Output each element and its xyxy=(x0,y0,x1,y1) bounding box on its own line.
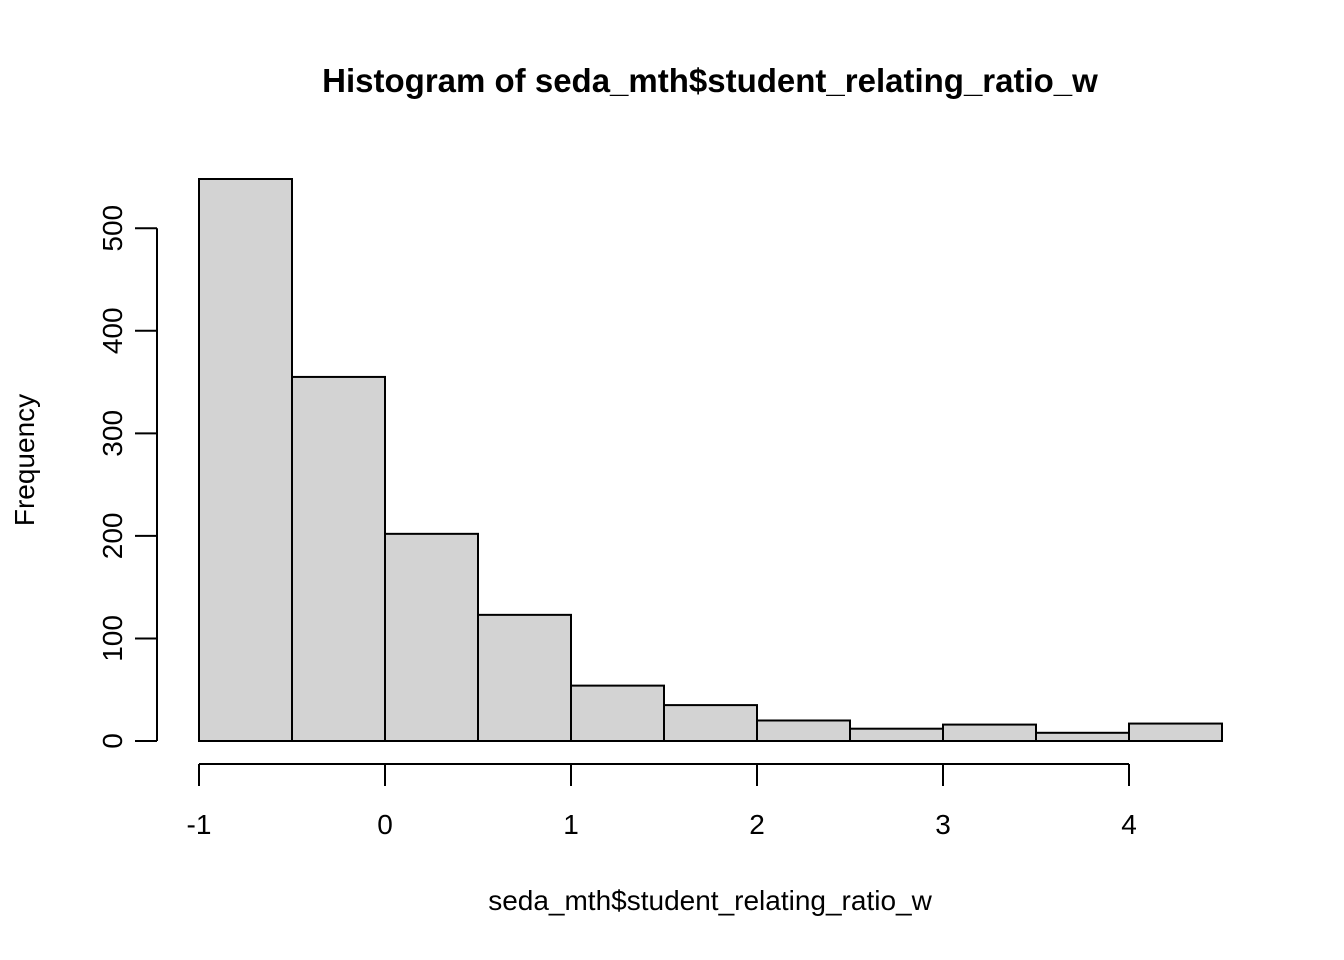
histogram-bar xyxy=(198,178,293,742)
x-tick-label: 4 xyxy=(1121,809,1137,840)
x-tick-label: 3 xyxy=(935,809,951,840)
histogram-bar xyxy=(570,684,665,742)
histogram-bar xyxy=(756,719,851,743)
y-axis-label: Frequency xyxy=(9,394,40,526)
x-axis-label: seda_mth$student_relating_ratio_w xyxy=(488,885,932,916)
y-tick-label: 200 xyxy=(97,513,128,560)
histogram-bar xyxy=(291,375,386,742)
histogram-bar xyxy=(384,532,479,742)
histogram-bar xyxy=(849,727,944,742)
y-tick-label: 500 xyxy=(97,205,128,252)
y-tick-label: 0 xyxy=(97,733,128,749)
x-tick-label: 2 xyxy=(749,809,765,840)
histogram-bar xyxy=(1035,731,1130,742)
histogram-bar xyxy=(1128,722,1223,742)
histogram-bar xyxy=(663,704,758,742)
y-tick-label: 300 xyxy=(97,410,128,457)
x-tick-label: 1 xyxy=(563,809,579,840)
x-axis: -1 0 1 2 3 4 xyxy=(187,763,1137,840)
y-axis: 0 100 200 300 400 500 xyxy=(97,205,158,749)
x-tick-label: 0 xyxy=(377,809,393,840)
histogram-bar xyxy=(477,613,572,742)
chart-title: Histogram of seda_mth$student_relating_r… xyxy=(322,62,1098,99)
bars-group xyxy=(198,178,1223,743)
x-tick-label: -1 xyxy=(187,809,212,840)
histogram-bar xyxy=(942,723,1037,743)
y-tick-label: 400 xyxy=(97,307,128,354)
y-tick-label: 100 xyxy=(97,615,128,662)
